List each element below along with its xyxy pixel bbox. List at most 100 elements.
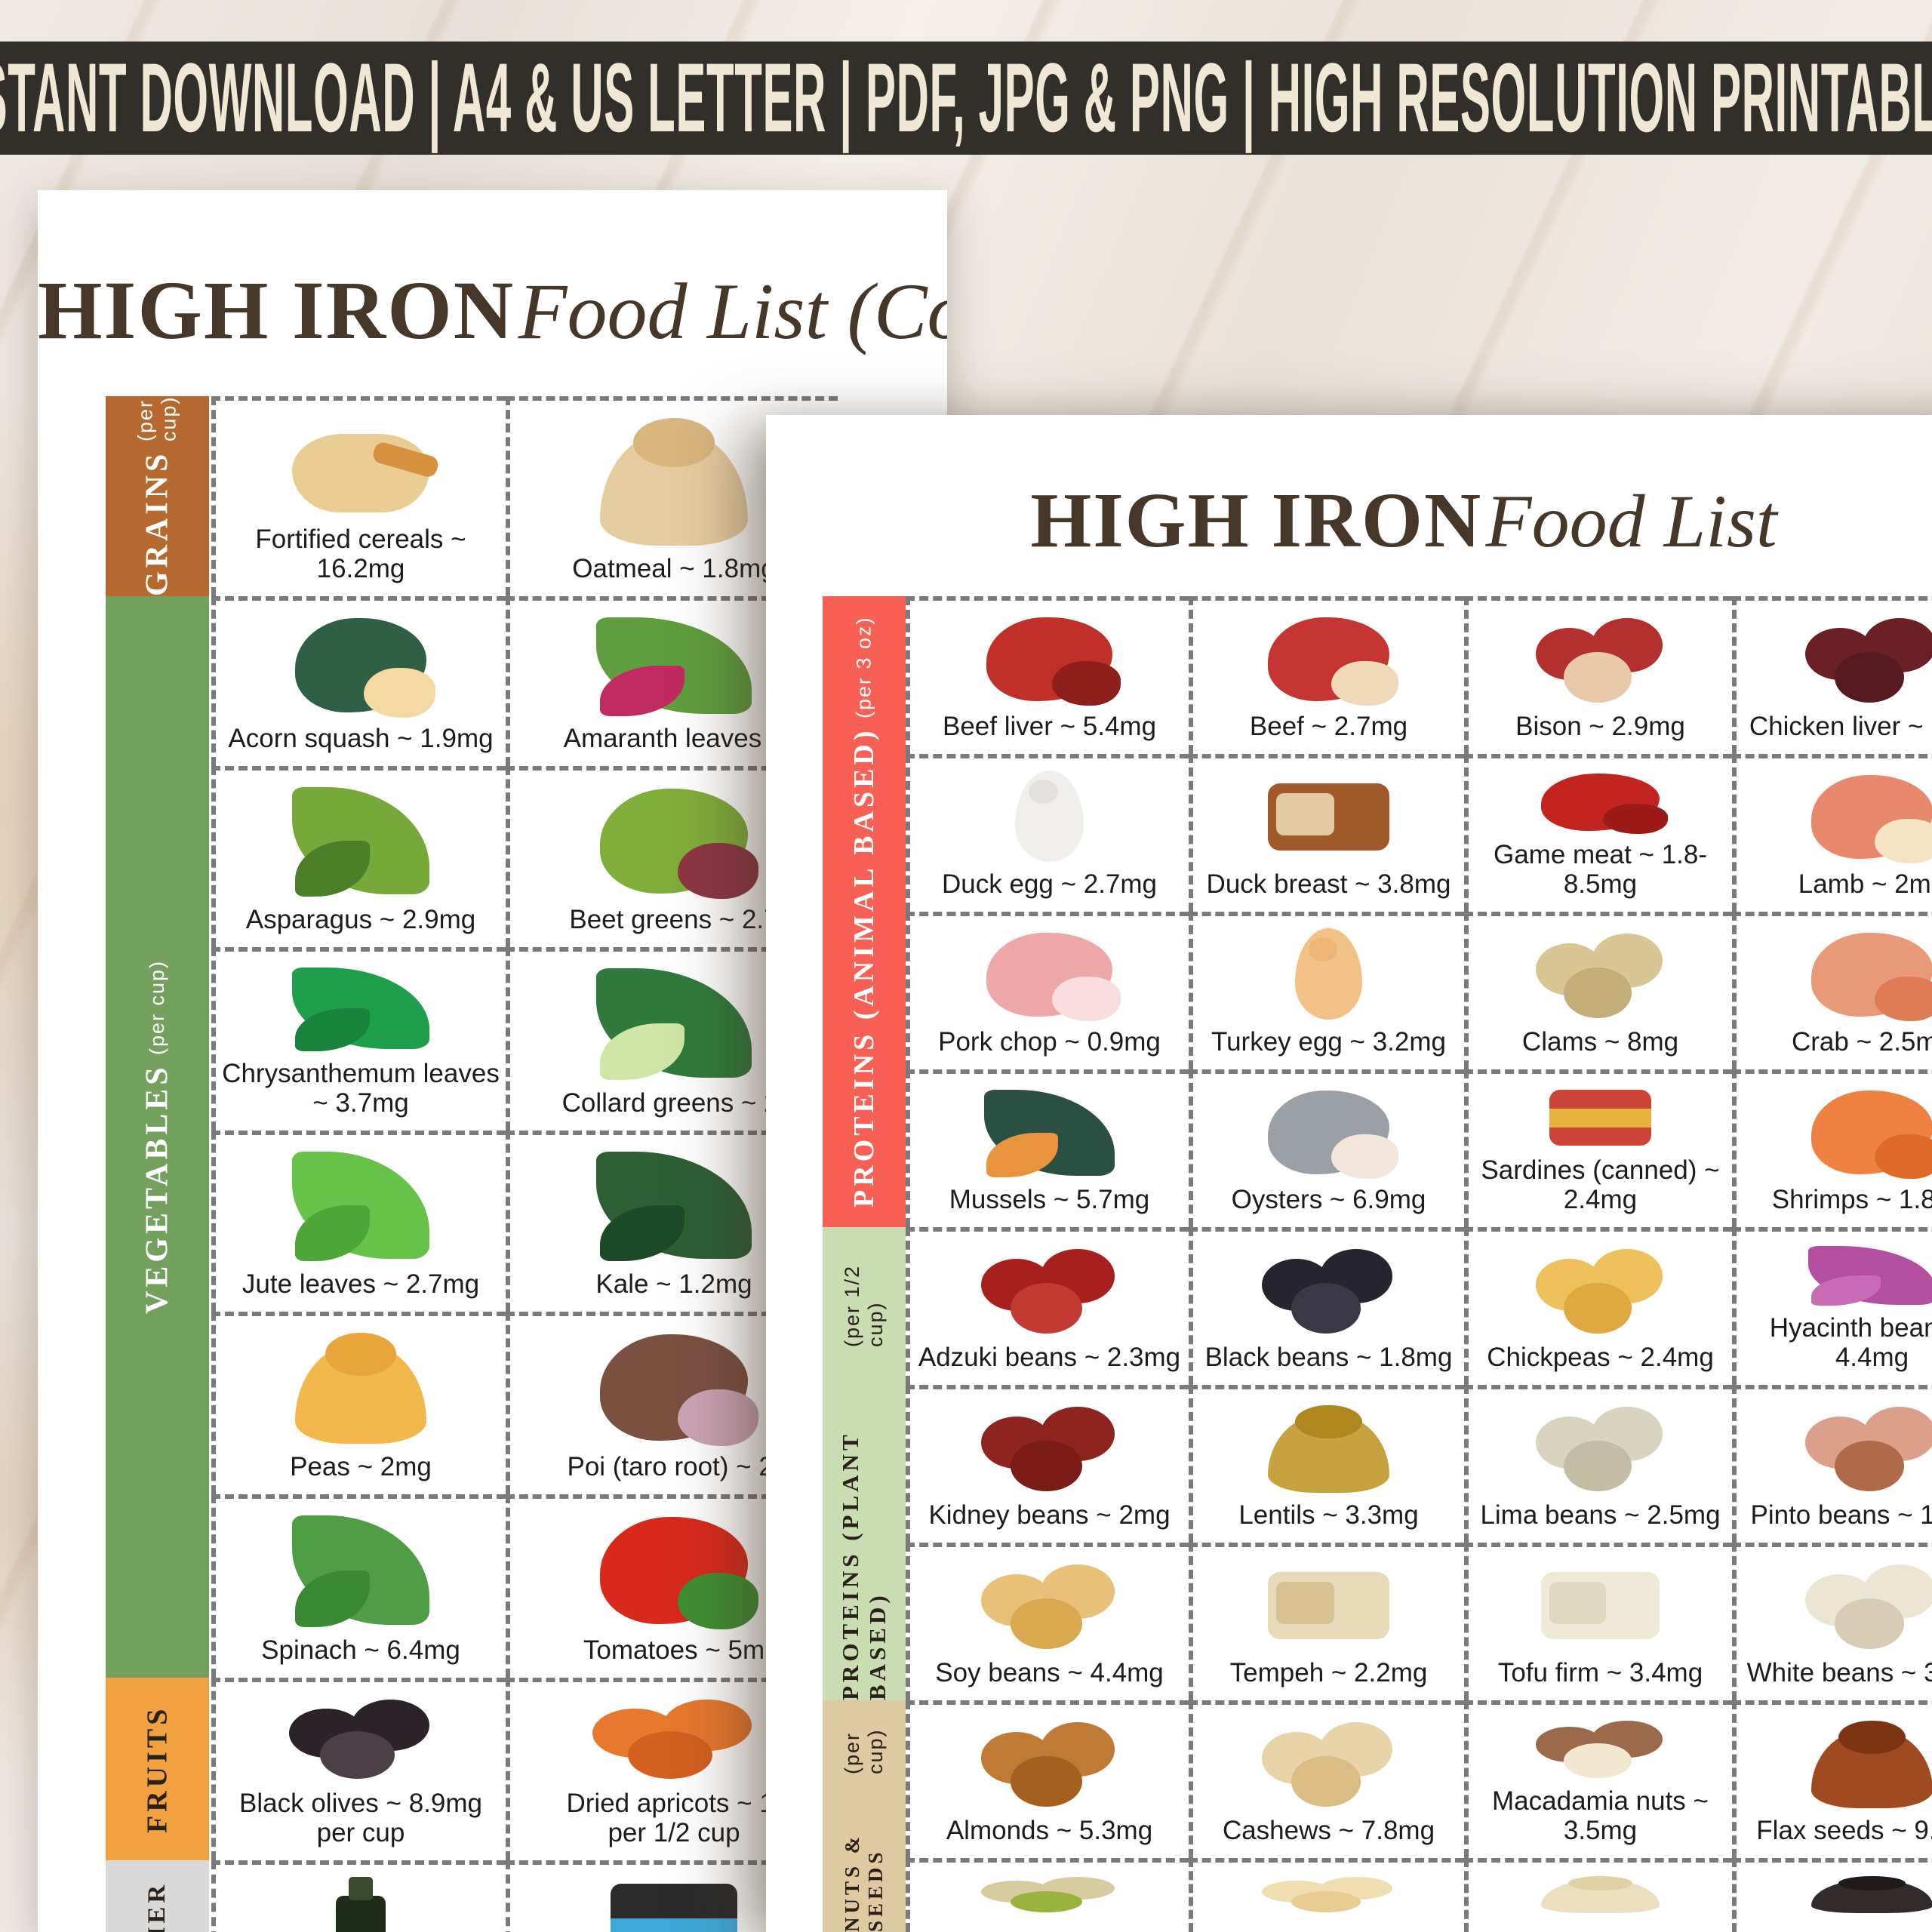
- category-label: PROTEINS (ANIMAL BASED) (per 3 oz): [848, 615, 880, 1208]
- food-item-label: Beef liver ~ 5.4mg: [942, 712, 1157, 742]
- chrysanthemum-leaves-illustration: [283, 964, 438, 1053]
- banner-text: INSTANT DOWNLOAD | A4 & US LETTER | PDF,…: [0, 42, 1932, 153]
- tempeh-illustration: [1256, 1559, 1401, 1652]
- pumpkin-seeds-illustration: [1256, 1875, 1401, 1914]
- fortified-cereals-illustration: [283, 413, 441, 518]
- food-item-label: Kidney beans ~ 2mg: [928, 1500, 1171, 1531]
- clams-illustration: [1530, 928, 1670, 1021]
- food-item-label: Poi (taro root) ~ 2.: [567, 1452, 781, 1482]
- cell-sesame-seeds: [1464, 1858, 1732, 1932]
- oatmeal-illustration: [586, 413, 762, 548]
- black-olives-illustration: [283, 1694, 438, 1783]
- kale-illustration: [586, 1147, 762, 1263]
- food-item-label: Amaranth leaves ~: [563, 724, 785, 754]
- poi-taro-root-illustration: [586, 1328, 762, 1447]
- food-item-label: Cashews ~ 7.8mg: [1222, 1816, 1435, 1846]
- page-front: HIGH IRON Food List PROTEINS (ANIMAL BAS…: [766, 415, 1932, 1932]
- food-item-label: Asparagus ~ 2.9mg: [245, 905, 476, 935]
- pistachios-illustration: [975, 1875, 1124, 1914]
- food-item-label: Oatmeal ~ 1.8mg: [572, 554, 776, 584]
- duck-breast-illustration: [1256, 771, 1401, 863]
- sardines-can-illustration: [1530, 1086, 1670, 1149]
- cell-chrysanthemum-leaves: Chrysanthemum leaves ~ 3.7mg: [211, 947, 506, 1131]
- cell-dried-apricots: Dried apricots ~ 1. per 1/2 cup: [506, 1678, 838, 1860]
- macadamia-nuts-illustration: [1530, 1717, 1670, 1780]
- food-item-label: Tomatoes ~ 5m: [583, 1635, 765, 1666]
- food-item-label: Crab ~ 2.5mg: [1791, 1027, 1932, 1057]
- amaranth-leaves-illustration: [586, 613, 762, 718]
- cell-coconut-milk-can: [506, 1860, 838, 1932]
- cell-spinach: Spinach ~ 6.4mg: [211, 1494, 506, 1678]
- beef-illustration: [1256, 613, 1401, 706]
- cell-tempeh: Tempeh ~ 2.2mg: [1189, 1543, 1464, 1700]
- category-label: NUTS & SEEDS (per cup): [841, 1728, 887, 1932]
- cell-mussels: Mussels ~ 5.7mg: [906, 1069, 1189, 1227]
- food-item-label: Soy beans ~ 4.4mg: [935, 1658, 1164, 1688]
- cell-macadamia-nuts: Macadamia nuts ~ 3.5mg: [1464, 1700, 1732, 1858]
- cell-beet-greens: Beet greens ~ 2.7: [506, 766, 838, 947]
- page-title-main: HIGH IRON: [38, 264, 515, 356]
- lentils-illustration: [1256, 1401, 1401, 1494]
- cell-pinto-beans: Pinto beans ~ 1.8mg: [1732, 1385, 1932, 1543]
- category-label: FRUITS: [141, 1705, 174, 1833]
- shrimp-illustration: [1799, 1086, 1932, 1180]
- jute-leaves-illustration: [283, 1147, 438, 1263]
- cell-beef: Beef ~ 2.7mg: [1189, 596, 1464, 754]
- cell-fortified-cereals: Fortified cereals ~ 16.2mg: [211, 396, 506, 596]
- food-item-label: Chicken liver ~ 11mg: [1749, 712, 1932, 742]
- sesame-seeds-illustration: [1530, 1875, 1670, 1914]
- food-item-label: Adzuki beans ~ 2.3mg: [918, 1343, 1181, 1373]
- pinto-beans-illustration: [1799, 1401, 1932, 1494]
- category-proteins-plant-based-: PROTEINS (PLANT BASED) (per 1/2 cup): [823, 1227, 906, 1700]
- cell-hyacinth-beans: Hyacinth beans ~ 4.4mg: [1732, 1227, 1932, 1385]
- white-beans-illustration: [1799, 1559, 1932, 1652]
- food-item-label: Pinto beans ~ 1.8mg: [1750, 1500, 1932, 1531]
- cell-molasses-bottle: [211, 1860, 506, 1932]
- almonds-illustration: [975, 1717, 1124, 1810]
- category-label: VEGETABLES (per cup): [140, 959, 175, 1315]
- food-item-label: Almonds ~ 5.3mg: [946, 1816, 1153, 1846]
- cell-black-beans: Black beans ~ 1.8mg: [1189, 1227, 1464, 1385]
- dried-apricots-illustration: [586, 1694, 762, 1783]
- category-other: OTHER: [106, 1860, 209, 1932]
- page-title: HIGH IRON Food List (Con’t): [38, 263, 947, 358]
- spinach-illustration: [283, 1511, 438, 1629]
- food-item-label: Clams ~ 8mg: [1521, 1027, 1679, 1057]
- cell-duck-egg: Duck egg ~ 2.7mg: [906, 754, 1189, 912]
- category-label: OTHER: [106, 1860, 209, 1932]
- food-item-label: Jute leaves ~ 2.7mg: [242, 1269, 480, 1300]
- game-meat-illustration: [1530, 771, 1670, 834]
- food-item-label: Oysters ~ 6.9mg: [1231, 1185, 1426, 1215]
- food-item-label: Acorn squash ~ 1.9mg: [228, 724, 494, 754]
- food-item-label: Beef ~ 2.7mg: [1249, 712, 1408, 742]
- crab-illustration: [1799, 928, 1932, 1022]
- cell-soy-beans: Soy beans ~ 4.4mg: [906, 1543, 1189, 1700]
- food-item-label: Flax seeds ~ 9.6mg: [1756, 1816, 1932, 1846]
- food-item-label: Lentils ~ 3.3mg: [1238, 1500, 1419, 1531]
- sunflower-seeds-illustration: [1799, 1875, 1932, 1914]
- cell-crab: Crab ~ 2.5mg: [1732, 912, 1932, 1069]
- food-item-label: Bison ~ 2.9mg: [1515, 712, 1685, 742]
- page-title: HIGH IRON Food List: [883, 475, 1924, 565]
- food-item-label: Sardines (canned) ~ 2.4mg: [1481, 1155, 1720, 1215]
- cell-peas: Peas ~ 2mg: [211, 1312, 506, 1494]
- cell-lima-beans: Lima beans ~ 2.5mg: [1464, 1385, 1732, 1543]
- cell-oysters: Oysters ~ 6.9mg: [1189, 1069, 1464, 1227]
- food-item-label: Tofu firm ~ 3.4mg: [1497, 1658, 1703, 1688]
- food-item-label: Game meat ~ 1.8- 8.5mg: [1493, 839, 1708, 900]
- cell-kale: Kale ~ 1.2mg: [506, 1131, 838, 1312]
- food-item-label: Lamb ~ 2mg: [1798, 869, 1932, 900]
- cell-amaranth-leaves: Amaranth leaves ~: [506, 596, 838, 766]
- cell-clams: Clams ~ 8mg: [1464, 912, 1732, 1069]
- cell-sardines-can: Sardines (canned) ~ 2.4mg: [1464, 1069, 1732, 1227]
- category-vegetables: VEGETABLES (per cup): [106, 596, 209, 1678]
- cell-lamb: Lamb ~ 2mg: [1732, 754, 1932, 912]
- food-item-label: White beans ~ 3.3mg: [1746, 1658, 1932, 1688]
- food-item-label: Hyacinth beans ~ 4.4mg: [1769, 1312, 1932, 1373]
- top-banner: INSTANT DOWNLOAD | A4 & US LETTER | PDF,…: [0, 42, 1932, 155]
- duck-egg-illustration: [975, 771, 1124, 863]
- peas-illustration: [283, 1328, 438, 1446]
- food-item-label: Duck egg ~ 2.7mg: [941, 869, 1158, 900]
- cell-asparagus: Asparagus ~ 2.9mg: [211, 766, 506, 947]
